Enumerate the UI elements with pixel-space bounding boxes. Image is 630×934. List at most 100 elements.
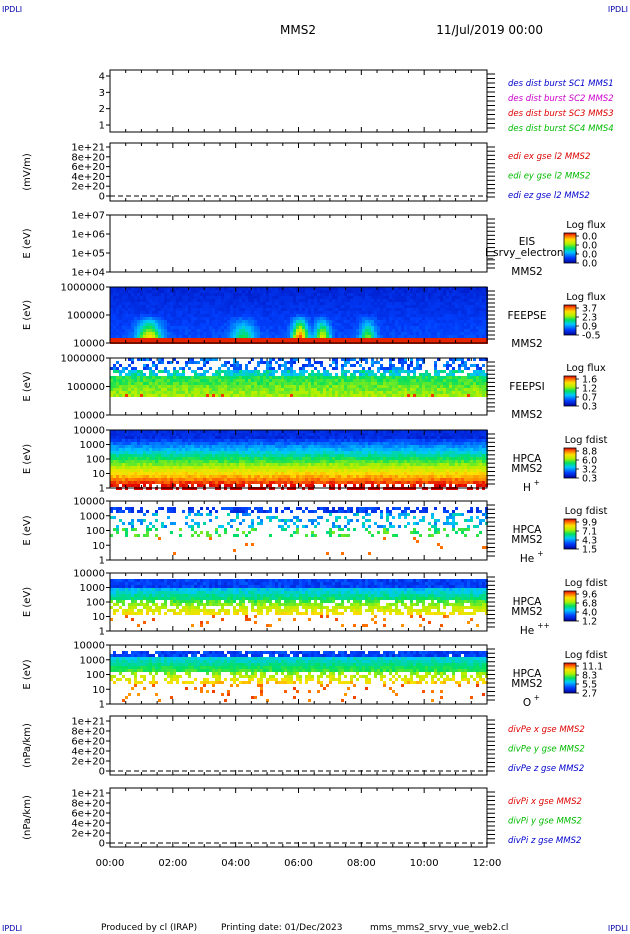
spectrogram-cell bbox=[467, 329, 470, 332]
spectrogram-cell bbox=[329, 320, 332, 323]
spectrogram-cell bbox=[137, 358, 140, 361]
spectrogram-cell bbox=[302, 385, 305, 388]
spectrogram-cell bbox=[119, 335, 122, 338]
spectrogram-cell bbox=[230, 293, 233, 296]
spectrogram-cell bbox=[203, 376, 206, 379]
spectrogram-cell bbox=[212, 314, 215, 317]
spectrogram-cell bbox=[155, 314, 158, 317]
spectrogram-cell bbox=[137, 481, 140, 484]
spectrogram-cell bbox=[188, 478, 191, 481]
spectrogram-cell bbox=[272, 308, 275, 311]
spectrogram-cell bbox=[221, 457, 224, 460]
spectrogram-cell bbox=[266, 308, 269, 311]
spectrogram-cell bbox=[215, 436, 218, 439]
spectrogram-cell bbox=[425, 320, 428, 323]
spectrogram-cell bbox=[116, 430, 119, 433]
spectrogram-cell bbox=[434, 299, 437, 302]
spectrogram-cell bbox=[404, 320, 407, 323]
spectrogram-cell bbox=[431, 394, 434, 397]
spectrogram-cell bbox=[194, 326, 197, 329]
spectrogram-cell bbox=[149, 391, 152, 394]
spectrogram-cell bbox=[275, 382, 278, 385]
spectrogram-cell bbox=[332, 379, 335, 382]
spectrogram-cell bbox=[419, 382, 422, 385]
spectrogram-cell bbox=[338, 305, 341, 308]
spectrogram-cell bbox=[377, 323, 380, 326]
spectrogram-cell bbox=[275, 290, 278, 293]
spectrogram-cell bbox=[116, 436, 119, 439]
spectrogram-cell bbox=[119, 299, 122, 302]
spectrogram-cell bbox=[158, 439, 161, 442]
spectrogram-cell bbox=[272, 376, 275, 379]
spectrogram-cell bbox=[302, 287, 305, 290]
spectrogram-cell bbox=[392, 370, 395, 373]
spectrogram-cell bbox=[137, 451, 140, 454]
spectrogram-cell bbox=[134, 394, 137, 397]
spectrogram-cell bbox=[470, 323, 473, 326]
spectrogram-cell bbox=[158, 311, 161, 314]
spectrogram-cell bbox=[302, 338, 305, 341]
spectrogram-cell bbox=[377, 308, 380, 311]
spectrogram-cell bbox=[410, 323, 413, 326]
spectrogram-cell bbox=[254, 311, 257, 314]
spectrogram-cell bbox=[173, 308, 176, 311]
spectrogram-cell bbox=[251, 370, 254, 373]
spectrogram-cell bbox=[272, 305, 275, 308]
spectrogram-cell bbox=[173, 451, 176, 454]
spectrogram-cell bbox=[353, 370, 356, 373]
spectrogram-cell bbox=[401, 308, 404, 311]
spectrogram-cell bbox=[275, 308, 278, 311]
spectrogram-cell bbox=[191, 451, 194, 454]
spectrogram-cell bbox=[110, 308, 113, 311]
spectrogram-cell bbox=[371, 293, 374, 296]
spectrogram-cell bbox=[203, 439, 206, 442]
spectrogram-cell bbox=[464, 394, 467, 397]
spectrogram-cell bbox=[167, 439, 170, 442]
spectrogram-cell bbox=[458, 367, 461, 370]
spectrogram-cell bbox=[416, 335, 419, 338]
spectrogram-cell bbox=[458, 302, 461, 305]
spectrogram-cell bbox=[368, 382, 371, 385]
spectrogram-cell bbox=[173, 373, 176, 376]
spectrogram-cell bbox=[239, 293, 242, 296]
spectrogram-cell bbox=[203, 308, 206, 311]
spectrogram-cell bbox=[281, 338, 284, 341]
spectrogram-cell bbox=[284, 326, 287, 329]
spectrogram-cell bbox=[218, 469, 221, 472]
spectrogram-cell bbox=[407, 308, 410, 311]
spectrogram-cell bbox=[125, 430, 128, 433]
spectrogram-cell bbox=[452, 379, 455, 382]
spectrogram-cell bbox=[278, 299, 281, 302]
spectrogram-cell bbox=[281, 290, 284, 293]
spectrogram-cell bbox=[173, 311, 176, 314]
spectrogram-cell bbox=[245, 326, 248, 329]
spectrogram-cell bbox=[284, 379, 287, 382]
spectrogram-cell bbox=[224, 364, 227, 367]
spectrogram-cell bbox=[413, 299, 416, 302]
spectrogram-cell bbox=[338, 287, 341, 290]
spectrogram-cell bbox=[131, 475, 134, 478]
spectrogram-cell bbox=[161, 457, 164, 460]
spectrogram-cell bbox=[482, 323, 485, 326]
spectrogram-cell bbox=[413, 376, 416, 379]
spectrogram-cell bbox=[266, 311, 269, 314]
spectrogram-cell bbox=[401, 317, 404, 320]
spectrogram-cell bbox=[227, 475, 230, 478]
spectrogram-cell bbox=[455, 382, 458, 385]
spectrogram-cell bbox=[131, 436, 134, 439]
spectrogram-cell bbox=[188, 311, 191, 314]
spectrogram-cell bbox=[362, 305, 365, 308]
spectrogram-cell bbox=[269, 388, 272, 391]
spectrogram-cell bbox=[257, 314, 260, 317]
spectrogram-cell bbox=[119, 463, 122, 466]
spectrogram-cell bbox=[305, 364, 308, 367]
spectrogram-cell bbox=[248, 388, 251, 391]
spectrogram-cell bbox=[248, 338, 251, 341]
spectrogram-cell bbox=[233, 391, 236, 394]
spectrogram-cell bbox=[197, 332, 200, 335]
spectrogram-cell bbox=[446, 338, 449, 341]
spectrogram-cell bbox=[122, 472, 125, 475]
spectrogram-cell bbox=[332, 361, 335, 364]
spectrogram-cell bbox=[290, 358, 293, 361]
spectrogram-cell bbox=[200, 308, 203, 311]
